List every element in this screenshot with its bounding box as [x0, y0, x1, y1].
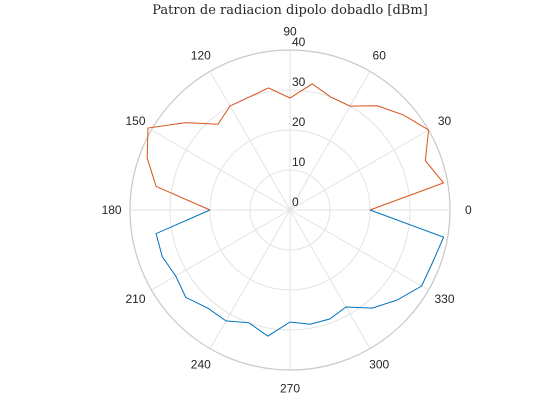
- r-tick-label: 0: [292, 195, 299, 209]
- theta-tick-label: 300: [369, 357, 389, 371]
- theta-tick-label: 90: [283, 25, 297, 39]
- theta-tick-label: 180: [102, 203, 122, 217]
- theta-tick-label: 60: [373, 49, 387, 63]
- theta-tick-label: 30: [438, 114, 452, 128]
- theta-tick-label: 240: [191, 357, 211, 371]
- series-line-0: [146, 83, 445, 211]
- grid-ring: [169, 89, 411, 331]
- r-tick-label: 20: [292, 115, 306, 129]
- tick-labels: 0 30 60 90 120 150 180 210 240 270 300 330 0 10 20 30 40: [102, 25, 472, 396]
- theta-tick-label: 270: [280, 381, 300, 395]
- chart-title: Patron de radiacion dipolo dobadlo [dBm]: [152, 3, 428, 18]
- grid-ring: [249, 169, 331, 251]
- series-line-1: [155, 209, 445, 337]
- r-tick-label: 40: [292, 35, 306, 49]
- theta-tick-label: 330: [434, 292, 454, 306]
- r-tick-label: 30: [292, 75, 306, 89]
- theta-tick-label: 210: [125, 292, 145, 306]
- series-layer: [146, 83, 445, 337]
- r-tick-label: 10: [292, 155, 306, 169]
- theta-tick-label: 150: [125, 114, 145, 128]
- theta-tick-label: 120: [191, 49, 211, 63]
- theta-tick-label: 0: [465, 203, 472, 217]
- outer-ring: [129, 49, 451, 371]
